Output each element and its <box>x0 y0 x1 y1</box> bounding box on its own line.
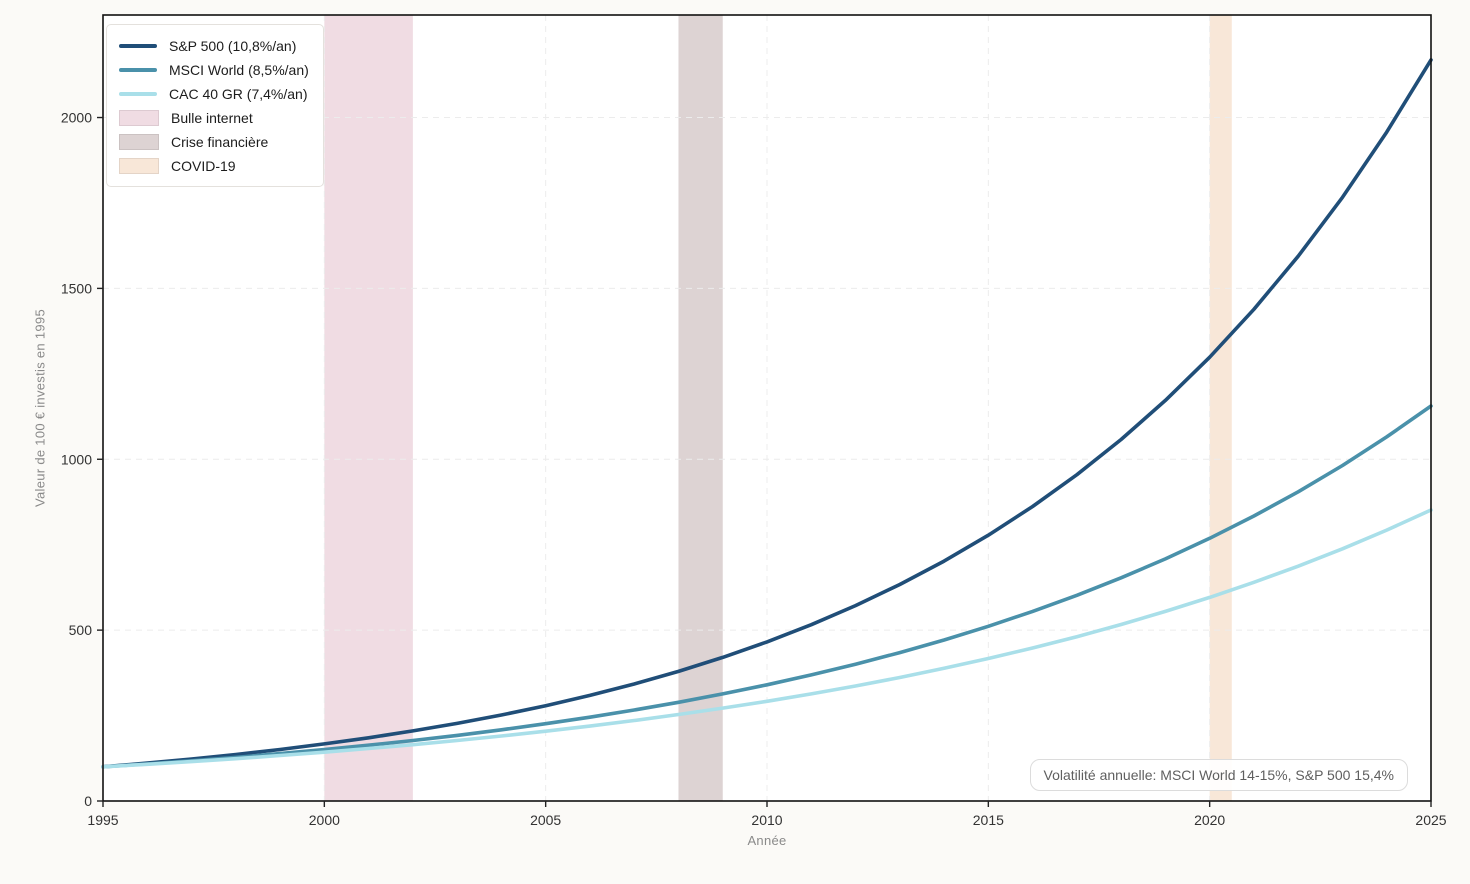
series-line-2 <box>101 508 1433 769</box>
x-tick-label: 2025 <box>1415 812 1446 828</box>
x-tick-label: 2015 <box>973 812 1004 828</box>
y-tick-label: 2000 <box>61 110 92 126</box>
legend-label: Crise financière <box>171 133 269 150</box>
legend-line-swatch-msci <box>119 67 157 72</box>
event-bands-group <box>324 15 1232 801</box>
legend-label: MSCI World (8,5%/an) <box>169 61 309 78</box>
y-tick-label: 0 <box>84 793 92 809</box>
ticks-group: 1995 2000 2005 2010 2015 2020 2025 0 500 1000 1500… <box>61 110 1447 828</box>
y-tick-label: 1500 <box>61 280 92 296</box>
legend-label: Bulle internet <box>171 109 253 126</box>
event-band-1 <box>678 15 723 801</box>
legend-patch-swatch-bulle-internet <box>119 109 159 126</box>
y-axis-label: Valeur de 100 € investis en 1995 <box>32 309 48 507</box>
legend-label: COVID-19 <box>171 157 236 174</box>
legend-line-swatch-sp500 <box>119 43 157 48</box>
legend-item: Bulle internet <box>119 107 309 128</box>
legend-line-swatch-cac40 <box>119 91 157 96</box>
legend-item: MSCI World (8,5%/an) <box>119 59 309 80</box>
legend-item: Crise financière <box>119 131 309 152</box>
y-tick-label: 500 <box>69 622 93 638</box>
x-tick-label: 2000 <box>309 812 340 828</box>
x-tick-label: 2020 <box>1194 812 1225 828</box>
gridlines-group <box>103 15 1431 801</box>
legend-item: S&P 500 (10,8%/an) <box>119 35 309 56</box>
series-line-1 <box>101 404 1433 769</box>
legend-item: COVID-19 <box>119 155 309 176</box>
legend-item: CAC 40 GR (7,4%/an) <box>119 83 309 104</box>
event-band-0 <box>324 15 413 801</box>
series-line-0 <box>101 58 1433 769</box>
event-band-2 <box>1209 15 1232 801</box>
legend: S&P 500 (10,8%/an) MSCI World (8,5%/an) … <box>106 24 324 187</box>
legend-label: S&P 500 (10,8%/an) <box>169 37 297 54</box>
x-tick-label: 1995 <box>87 812 118 828</box>
x-tick-label: 2005 <box>530 812 561 828</box>
volatility-annotation: Volatilité annuelle: MSCI World 14-15%, … <box>1029 759 1408 791</box>
legend-label: CAC 40 GR (7,4%/an) <box>169 85 308 102</box>
x-axis-label: Année <box>747 833 787 848</box>
legend-patch-swatch-covid19 <box>119 157 159 174</box>
y-tick-label: 1000 <box>61 451 92 467</box>
legend-patch-swatch-crise-financiere <box>119 133 159 150</box>
x-tick-label: 2010 <box>751 812 782 828</box>
